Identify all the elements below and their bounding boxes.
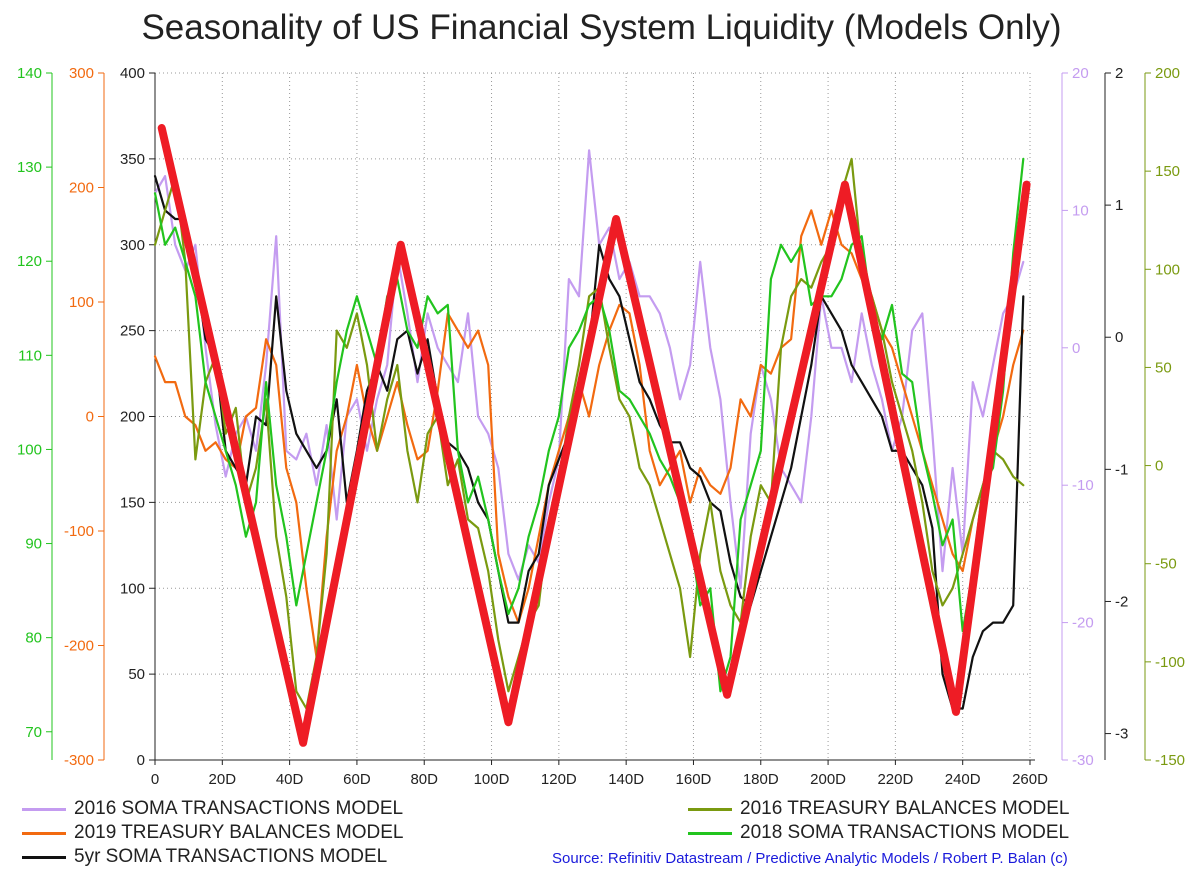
legend-swatch — [688, 831, 732, 835]
purple_right-tick-label: -30 — [1072, 752, 1094, 769]
x-tick-label: 220D — [877, 771, 913, 788]
series-line-3 — [153, 157, 1025, 710]
green_left-tick-label: 80 — [25, 630, 42, 647]
legend-swatch — [22, 831, 66, 835]
legend-swatch — [22, 855, 66, 859]
x-tick-label: 140D — [608, 771, 644, 788]
green_left-tick-label: 100 — [17, 441, 42, 458]
black_right-tick-label: 2 — [1115, 65, 1123, 82]
green_left-tick-label: 140 — [17, 65, 42, 82]
orange_left-tick-label: 0 — [86, 409, 94, 426]
x-tick-label: 180D — [743, 771, 779, 788]
olive_right-tick-label: 50 — [1155, 359, 1172, 376]
olive_right-tick-label: -150 — [1155, 752, 1185, 769]
legend-label: 2019 TREASURY BALANCES MODEL — [74, 822, 404, 843]
legend-right: 2016 TREASURY BALANCES MODEL 2018 SOMA T… — [688, 797, 1069, 845]
black_right-tick-label: -3 — [1115, 726, 1128, 743]
olive_right-tick-label: 100 — [1155, 261, 1180, 278]
x-tick-label: 0 — [151, 771, 159, 788]
legend-swatch — [22, 807, 66, 811]
main_left-tick-label: 350 — [120, 151, 145, 168]
olive_right-tick-label: 200 — [1155, 65, 1180, 82]
green_left-tick-label: 70 — [25, 724, 42, 741]
legend-item: 5yr SOMA TRANSACTIONS MODEL — [22, 845, 403, 869]
x-tick-label: 160D — [676, 771, 712, 788]
legend-swatch — [688, 807, 732, 811]
purple_right-tick-label: 10 — [1072, 202, 1089, 219]
orange_left-tick-label: 100 — [69, 294, 94, 311]
series-lines — [153, 124, 1031, 747]
legend-item: 2016 TREASURY BALANCES MODEL — [688, 797, 1069, 821]
black_right-tick-label: -1 — [1115, 461, 1128, 478]
black_right-tick-label: -2 — [1115, 593, 1128, 610]
main_left-tick-label: 300 — [120, 237, 145, 254]
main_left-tick-label: 400 — [120, 65, 145, 82]
x-tick-label: 80D — [410, 771, 438, 788]
legend-item: 2019 TREASURY BALANCES MODEL — [22, 821, 403, 845]
purple_right-tick-label: 0 — [1072, 340, 1080, 357]
orange_left-tick-label: 300 — [69, 65, 94, 82]
olive_right-tick-label: -100 — [1155, 654, 1185, 671]
chart-title: Seasonality of US Financial System Liqui… — [141, 8, 1062, 47]
main_left-tick-label: 0 — [137, 752, 145, 769]
olive_right-tick-label: 0 — [1155, 458, 1163, 475]
legend-left: 2016 SOMA TRANSACTIONS MODEL 2019 TREASU… — [22, 797, 403, 869]
orange_left-tick-label: -300 — [64, 752, 94, 769]
legend-item: 2016 SOMA TRANSACTIONS MODEL — [22, 797, 403, 821]
axes: 0 20D 40D 60D 80D 100D 120D 140D 160D 180D 200D 220… — [17, 65, 1185, 788]
x-tick-label: 100D — [474, 771, 510, 788]
purple_right-tick-label: -10 — [1072, 477, 1094, 494]
black_right-tick-label: 0 — [1115, 329, 1123, 346]
main_left-tick-label: 50 — [128, 666, 145, 683]
x-tick-label: 20D — [209, 771, 237, 788]
x-tick-label: 200D — [810, 771, 846, 788]
orange_left-tick-label: -100 — [64, 523, 94, 540]
main_left-tick-label: 100 — [120, 580, 145, 597]
orange_left-tick-label: -200 — [64, 638, 94, 655]
x-tick-label: 40D — [276, 771, 304, 788]
purple_right-tick-label: 20 — [1072, 65, 1089, 82]
legend-label: 2016 TREASURY BALANCES MODEL — [740, 798, 1070, 819]
legend-label: 2016 SOMA TRANSACTIONS MODEL — [74, 798, 404, 819]
x-tick-label: 120D — [541, 771, 577, 788]
green_left-tick-label: 130 — [17, 159, 42, 176]
series-line-0 — [153, 149, 1025, 590]
olive_right-tick-label: 150 — [1155, 163, 1180, 180]
x-tick-label: 260D — [1012, 771, 1048, 788]
legend-label: 2018 SOMA TRANSACTIONS MODEL — [740, 822, 1070, 843]
green_left-tick-label: 110 — [18, 347, 42, 364]
green_left-tick-label: 120 — [17, 253, 42, 270]
main_left-tick-label: 250 — [120, 323, 145, 340]
olive_right-tick-label: -50 — [1155, 556, 1177, 573]
purple_right-tick-label: -20 — [1072, 615, 1094, 632]
orange_left-tick-label: 200 — [69, 180, 94, 197]
black_right-tick-label: 1 — [1115, 197, 1123, 214]
source-note: Source: Refinitiv Datastream / Predictiv… — [552, 850, 1068, 867]
legend-item: 2018 SOMA TRANSACTIONS MODEL — [688, 821, 1069, 845]
main_left-tick-label: 150 — [120, 494, 145, 511]
main_left-tick-label: 200 — [120, 409, 145, 426]
green_left-tick-label: 90 — [25, 536, 42, 553]
x-tick-label: 240D — [945, 771, 981, 788]
legend-label: 5yr SOMA TRANSACTIONS MODEL — [74, 846, 388, 867]
x-tick-label: 60D — [343, 771, 371, 788]
zigzag-overlay-line — [157, 124, 1031, 747]
